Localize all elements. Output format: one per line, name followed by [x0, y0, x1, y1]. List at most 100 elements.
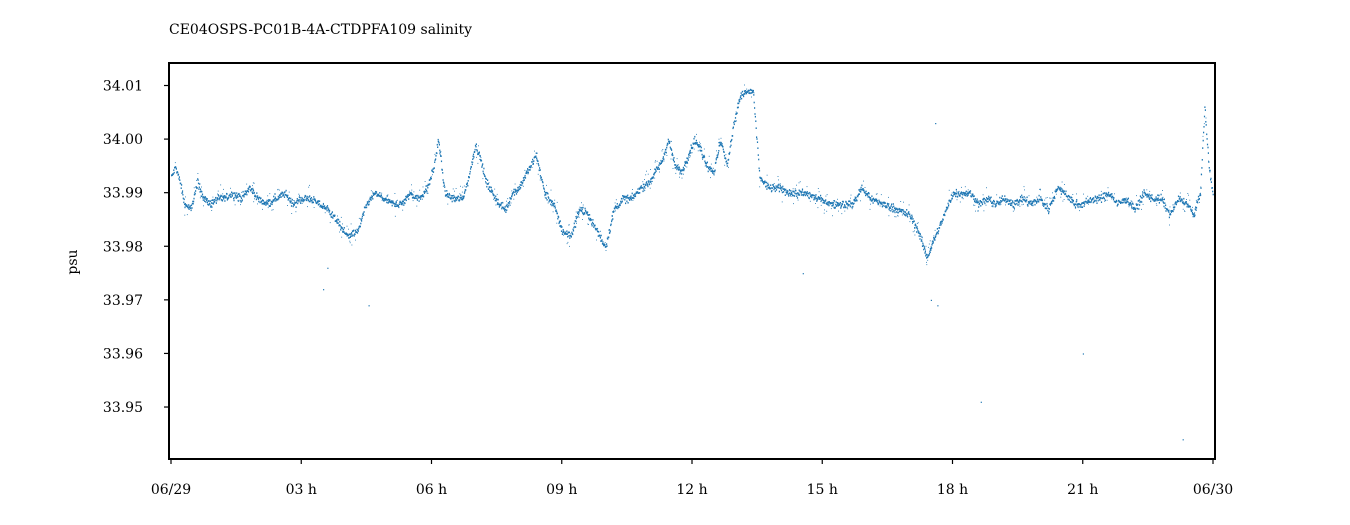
- data-point: [1051, 203, 1052, 205]
- data-point: [1054, 198, 1055, 200]
- data-point: [939, 224, 940, 226]
- data-point: [498, 199, 499, 201]
- data-point: [615, 202, 616, 203]
- data-point: [624, 199, 625, 201]
- data-point: [909, 214, 910, 216]
- data-point: [1137, 208, 1138, 210]
- data-point: [1149, 197, 1150, 199]
- data-point: [952, 193, 953, 194]
- data-point: [194, 187, 195, 188]
- data-point: [452, 201, 453, 203]
- data-point: [907, 216, 908, 218]
- data-point: [689, 155, 690, 157]
- data-point: [336, 220, 337, 222]
- data-point: [1021, 201, 1022, 202]
- data-point: [944, 215, 945, 217]
- data-point: [921, 239, 922, 241]
- data-point: [214, 201, 215, 203]
- data-point: [996, 205, 997, 207]
- data-point: [980, 205, 981, 207]
- data-point: [477, 150, 478, 152]
- data-point: [922, 237, 923, 239]
- data-point: [1047, 210, 1048, 212]
- data-point: [488, 188, 489, 190]
- data-point: [289, 200, 290, 202]
- data-point: [807, 186, 808, 187]
- data-point: [1131, 204, 1132, 206]
- data-point: [871, 195, 872, 197]
- data-point: [300, 197, 301, 199]
- data-point: [795, 190, 796, 192]
- data-point: [959, 191, 960, 192]
- data-point: [185, 203, 186, 205]
- data-point: [716, 150, 717, 151]
- data-point: [452, 195, 453, 197]
- data-point: [243, 191, 244, 193]
- data-point: [313, 202, 314, 204]
- data-point: [751, 97, 752, 98]
- data-point: [846, 201, 847, 203]
- data-point: [992, 201, 993, 203]
- data-point: [714, 175, 715, 176]
- data-point: [870, 209, 871, 210]
- data-point: [354, 235, 355, 237]
- data-point: [705, 166, 706, 167]
- data-point: [1046, 198, 1047, 199]
- data-point: [199, 187, 200, 189]
- data-point: [392, 201, 393, 203]
- data-point: [1129, 206, 1130, 207]
- data-point: [648, 180, 649, 182]
- data-point: [207, 198, 208, 199]
- data-point: [810, 201, 811, 202]
- data-point: [759, 186, 760, 187]
- data-point: [754, 92, 755, 93]
- data-point: [1114, 193, 1115, 194]
- data-point: [256, 192, 257, 194]
- data-point: [931, 247, 932, 249]
- data-point: [835, 204, 836, 206]
- data-point: [453, 195, 454, 197]
- data-point: [622, 201, 623, 203]
- data-point: [957, 199, 958, 200]
- data-point: [1206, 134, 1207, 136]
- data-point: [511, 203, 512, 204]
- data-point: [388, 199, 389, 201]
- data-point: [1084, 205, 1085, 207]
- data-point: [1125, 199, 1126, 200]
- data-point: [1163, 197, 1164, 198]
- data-point: [183, 202, 184, 204]
- data-point: [515, 184, 516, 185]
- data-point: [508, 205, 509, 207]
- data-point: [357, 232, 358, 234]
- data-point: [396, 203, 397, 204]
- data-point: [991, 206, 992, 207]
- data-point: [403, 204, 404, 206]
- data-point: [575, 216, 576, 217]
- data-point: [731, 139, 732, 141]
- data-point: [728, 167, 729, 168]
- data-point: [888, 203, 889, 205]
- data-point: [704, 161, 705, 163]
- data-point: [1006, 198, 1007, 200]
- data-point: [593, 223, 594, 225]
- data-point: [697, 144, 698, 146]
- data-point: [1029, 203, 1030, 205]
- data-point: [540, 169, 541, 170]
- data-point: [666, 152, 667, 154]
- data-point: [981, 202, 982, 204]
- data-point: [1187, 206, 1188, 208]
- data-point: [574, 223, 575, 225]
- data-point: [1024, 186, 1025, 187]
- data-point: [202, 191, 203, 192]
- data-point: [1022, 201, 1023, 203]
- data-point: [485, 181, 486, 182]
- data-point: [1061, 188, 1062, 190]
- data-point: [741, 98, 742, 100]
- data-point: [563, 235, 564, 236]
- data-point: [274, 200, 275, 202]
- data-point: [621, 198, 622, 200]
- data-point: [218, 191, 219, 192]
- data-point: [339, 232, 340, 233]
- data-point: [1083, 202, 1084, 204]
- data-point: [472, 164, 473, 166]
